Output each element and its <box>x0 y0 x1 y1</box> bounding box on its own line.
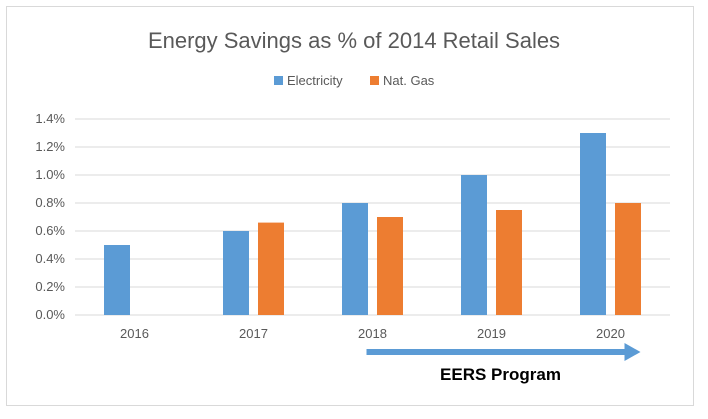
bar-electricity-2017 <box>223 231 249 315</box>
x-tick-label: 2016 <box>120 326 149 341</box>
x-tick-label: 2017 <box>239 326 268 341</box>
y-tick-label: 0.2% <box>35 279 65 294</box>
program-label: EERS Program <box>440 365 561 384</box>
x-tick-label: 2018 <box>358 326 387 341</box>
y-tick-label: 0.0% <box>35 307 65 322</box>
legend-swatch-electricity <box>274 76 283 85</box>
bar-electricity-2018 <box>342 203 368 315</box>
y-tick-label: 1.0% <box>35 167 65 182</box>
legend: Electricity Nat. Gas <box>274 73 435 88</box>
bar-nat-gas-2018 <box>377 217 403 315</box>
chart-title: Energy Savings as % of 2014 Retail Sales <box>148 28 560 53</box>
bar-nat-gas-2020 <box>615 203 641 315</box>
bar-nat-gas-2017 <box>258 222 284 315</box>
y-tick-label: 0.8% <box>35 195 65 210</box>
bar-electricity-2020 <box>580 133 606 315</box>
legend-label-electricity: Electricity <box>287 73 343 88</box>
eers-program-annotation: EERS Program <box>366 343 641 384</box>
legend-label-nat-gas: Nat. Gas <box>383 73 435 88</box>
bar-nat-gas-2019 <box>496 210 522 315</box>
bar-electricity-2016 <box>104 245 130 315</box>
x-axis-labels: 2016 2017 2018 2019 2020 <box>120 326 625 341</box>
y-tick-label: 1.4% <box>35 111 65 126</box>
y-axis-labels: 0.0% 0.2% 0.4% 0.6% 0.8% 1.0% 1.2% 1.4% <box>35 111 65 322</box>
bar-electricity-2019 <box>461 175 487 315</box>
x-tick-label: 2019 <box>477 326 506 341</box>
x-tick-label: 2020 <box>596 326 625 341</box>
y-tick-label: 1.2% <box>35 139 65 154</box>
y-tick-label: 0.4% <box>35 251 65 266</box>
legend-swatch-nat-gas <box>370 76 379 85</box>
bars <box>104 133 641 315</box>
gridlines <box>75 118 670 316</box>
program-arrow-head <box>624 343 641 361</box>
y-tick-label: 0.6% <box>35 223 65 238</box>
